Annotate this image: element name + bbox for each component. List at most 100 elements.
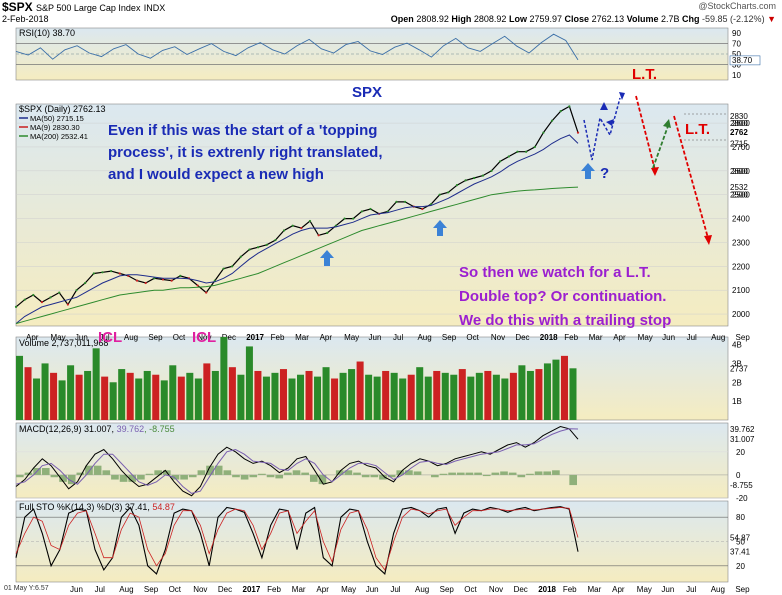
price-point [161, 278, 165, 281]
symbol: $SPX [2, 0, 33, 14]
price-value-label: 2800 [730, 119, 748, 128]
price-tick: 2000 [732, 310, 750, 319]
sto-x-tick: May [637, 585, 652, 594]
price-x-tick: Apr [26, 333, 39, 342]
price-point [403, 200, 407, 203]
price-tick: 2400 [732, 215, 750, 224]
macd-histogram-bar [93, 465, 102, 475]
macd-histogram-bar [456, 472, 465, 475]
price-point [222, 267, 225, 270]
macd-histogram-bar [258, 473, 266, 475]
volume-bar [569, 368, 577, 420]
rsi-title: RSI(10) 38.70 [19, 28, 75, 38]
volume-label: Volume [626, 14, 659, 24]
price-x-tick: Aug [124, 333, 138, 342]
volume-last-label: 2737 [730, 364, 748, 373]
price-value-label: 2830 [730, 112, 748, 121]
sto-title-part: Full STO %K(14,3) %D(3) 37.41, [19, 502, 152, 512]
sto-line [15, 506, 579, 575]
macd-histogram-bar [534, 471, 543, 475]
sto-x-tick: Jul [686, 585, 696, 594]
volume-bar [314, 376, 322, 420]
price-x-tick: Feb [564, 333, 578, 342]
corner-readout: 01 May Y:6.57 [4, 585, 49, 592]
macd-tick: 0 [736, 471, 741, 480]
sto-x-tick: Nov [193, 585, 207, 594]
volume-bar [152, 374, 160, 420]
macd-tick: 20 [736, 448, 745, 457]
volume-bar [211, 370, 219, 420]
main-annotation-line: process', it is extrenly right translate… [108, 144, 383, 161]
close-label: Close [564, 14, 590, 24]
volume-bar [33, 378, 41, 420]
sto-x-tick: May [341, 585, 356, 594]
volume-bar [552, 359, 560, 420]
rsi-tick: 10 [732, 71, 741, 80]
price-point [343, 217, 346, 220]
macd-histogram-bar [508, 472, 517, 475]
bottom-annotation-line: So then we watch for a L.T. [459, 264, 651, 281]
price-x-tick: Jun [75, 333, 88, 342]
price-point [66, 303, 69, 306]
sto-x-tick: Apr [612, 585, 625, 594]
up-arrow-icon [581, 163, 595, 179]
price-point [110, 269, 113, 273]
sto-x-tick: Jul [390, 585, 400, 594]
sto-x-tick: Aug [711, 585, 725, 594]
volume-bar [160, 380, 168, 420]
price-point [14, 305, 18, 309]
price-series-ma200 [15, 186, 579, 325]
sto-tick: 50 [736, 538, 745, 547]
price-x-tick: Jul [687, 333, 697, 342]
volume-tick: 2B [732, 378, 742, 387]
volume-bar [58, 380, 66, 420]
price-tick: 2600 [732, 167, 750, 176]
price-point [300, 227, 303, 230]
volume-bar [399, 378, 407, 420]
volume-bar [186, 372, 194, 420]
volume-bar [203, 363, 211, 420]
price-point [395, 200, 398, 203]
price-point [568, 105, 571, 108]
price-point [144, 281, 147, 285]
price-point [231, 265, 234, 268]
macd-histogram-bar [232, 474, 240, 478]
volume-bar [245, 346, 253, 420]
volume-bar [24, 367, 32, 420]
price-point [421, 207, 424, 211]
legend-entry: MA(9) 2830.30 [30, 123, 80, 132]
price-tick: 2700 [732, 143, 750, 152]
sto-x-tick: Oct [464, 585, 477, 594]
price-point [499, 160, 502, 163]
price-x-tick: Jun [369, 333, 382, 342]
macd-histogram-bar [206, 465, 214, 475]
macd-histogram-bar [552, 470, 560, 475]
down-arrow-red-1 [635, 95, 656, 171]
volume-value: 2.7B [660, 14, 680, 24]
volume-bar [262, 376, 270, 420]
macd-histogram-bar [353, 472, 361, 475]
price-tick: 2200 [732, 262, 750, 271]
macd-line-macd [15, 425, 579, 497]
sto-x-tick: Oct [169, 585, 182, 594]
price-point [274, 238, 277, 242]
sto-x-tick: Mar [588, 585, 602, 594]
sto-value-label: 37.41 [730, 548, 751, 557]
volume-bar [509, 372, 517, 420]
arrowhead-icon [651, 167, 659, 176]
price-point [248, 248, 251, 251]
sto-x-tick: Apr [316, 585, 329, 594]
volume-bar [407, 374, 415, 420]
volume-bar [271, 372, 279, 420]
low-value: 2759.97 [529, 14, 563, 24]
macd-histogram-bar [145, 473, 154, 475]
volume-bar [390, 372, 398, 420]
quote-line: Open 2808.92 High 2808.92 Low 2759.97 Cl… [391, 14, 776, 24]
volume-bar [177, 376, 185, 420]
macd-histogram-bar [292, 470, 301, 475]
macd-histogram-bar [266, 474, 275, 478]
sto-x-tick: Sep [144, 585, 159, 594]
volume-bar [467, 376, 475, 420]
volume-bar [288, 378, 296, 420]
